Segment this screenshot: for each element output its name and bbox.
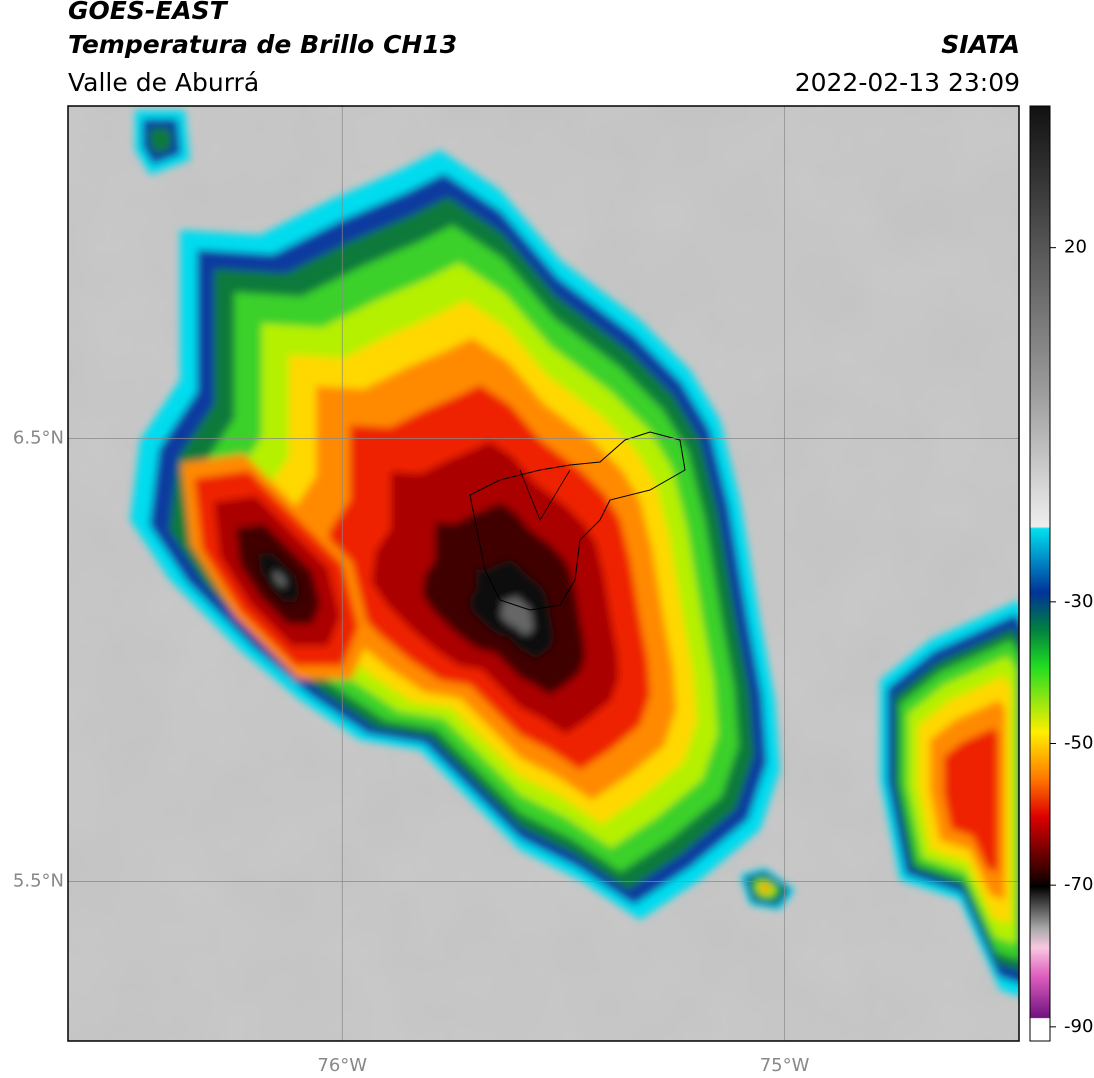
municipal-borders xyxy=(519,469,571,521)
source: SIATA xyxy=(941,30,1020,59)
colorbar-label: -30 xyxy=(1064,591,1093,612)
storm-cells xyxy=(130,110,1019,997)
colorbar xyxy=(1029,105,1051,1042)
storm-layer xyxy=(762,886,768,891)
lon-label: 76°W xyxy=(317,1055,367,1076)
datetime: 2022-02-13 23:09 xyxy=(794,68,1020,97)
lat-label: 5.5°N xyxy=(13,870,64,891)
lat-label: 6.5°N xyxy=(13,427,64,448)
subtitle: Temperatura de Brillo CH13 xyxy=(68,30,458,59)
colorbar-label: -90 xyxy=(1064,1016,1093,1037)
graticule xyxy=(68,106,1019,1041)
colorbar-label: 20 xyxy=(1064,237,1087,258)
region: Valle de Aburrá xyxy=(68,68,260,97)
storm-layer xyxy=(944,728,998,872)
storm-layer xyxy=(150,128,172,154)
map-area xyxy=(68,106,1019,1041)
storm-layer xyxy=(500,596,533,635)
lon-label: 75°W xyxy=(760,1055,810,1076)
colorbar-label: -70 xyxy=(1064,874,1093,895)
colorbar-label: -50 xyxy=(1064,733,1093,754)
title: GOES-EAST xyxy=(68,0,227,25)
valley-outline xyxy=(469,431,686,611)
map-frame xyxy=(67,105,1020,1042)
storm-layer xyxy=(273,571,286,587)
